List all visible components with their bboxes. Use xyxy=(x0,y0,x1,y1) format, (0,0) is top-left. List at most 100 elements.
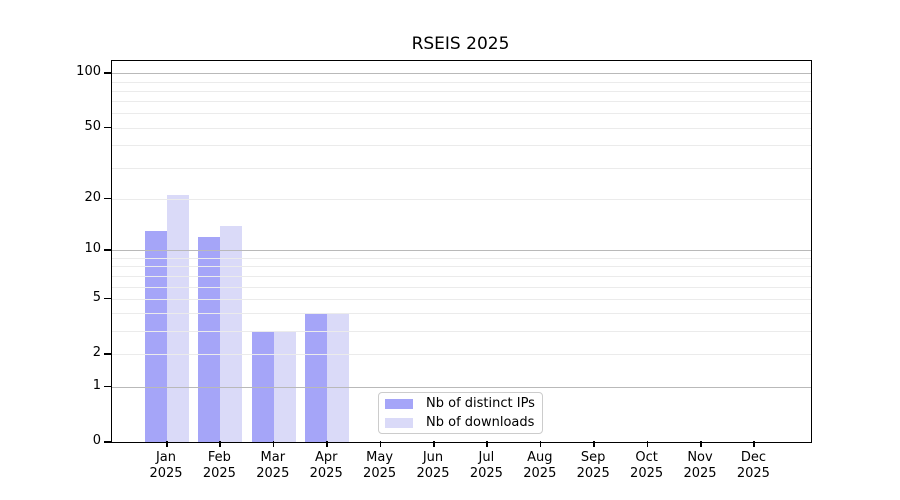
y-tick-label: 10 xyxy=(84,241,101,257)
x-tick-label-jul: Jul 2025 xyxy=(454,450,518,482)
bar-downloads-jan xyxy=(167,194,189,442)
year-label: 2025 xyxy=(683,466,717,481)
gridline-6 xyxy=(112,286,811,288)
year-label: 2025 xyxy=(736,466,770,481)
chart-title: RSEIS 2025 xyxy=(411,34,510,54)
month-label: Feb xyxy=(207,450,231,465)
x-tick-mark xyxy=(272,441,275,447)
month-label: Jul xyxy=(478,450,495,465)
y-tick-mark xyxy=(104,197,111,200)
bar-distinct-ips-apr xyxy=(305,313,328,442)
x-tick-mark xyxy=(646,441,649,447)
legend-item-downloads: Nb of downloads xyxy=(379,415,542,430)
x-tick-mark xyxy=(326,441,328,447)
legend-item-distinct-ips: Nb of distinct IPs xyxy=(379,396,542,411)
legend-label: Nb of distinct IPs xyxy=(426,396,535,411)
year-label: 2025 xyxy=(416,466,450,481)
x-tick-label-dec: Dec 2025 xyxy=(721,450,785,482)
x-tick-label-jun: Jun 2025 xyxy=(401,450,465,482)
x-tick-label-aug: Aug 2025 xyxy=(508,450,572,482)
year-label: 2025 xyxy=(149,466,183,481)
x-tick-mark xyxy=(593,441,595,447)
x-tick-mark xyxy=(219,441,221,447)
gridline-5 xyxy=(112,298,811,300)
gridline-2 xyxy=(112,354,811,356)
legend: Nb of distinct IPs Nb of downloads xyxy=(378,392,543,434)
month-label: Sep xyxy=(580,450,606,465)
y-tick-mark xyxy=(104,385,111,388)
bar-downloads-feb xyxy=(220,225,243,442)
y-tick-label: 0 xyxy=(92,433,101,448)
downloads-swatch xyxy=(385,417,413,428)
y-tick-mark xyxy=(104,353,111,355)
month-label: Apr xyxy=(314,450,338,465)
x-tick-label-oct: Oct 2025 xyxy=(615,450,679,482)
month-label: Oct xyxy=(635,450,658,465)
x-tick-label-mar: Mar 2025 xyxy=(241,450,305,482)
y-tick-label: 1 xyxy=(92,377,101,393)
legend-label: Nb of downloads xyxy=(426,415,535,430)
year-label: 2025 xyxy=(469,466,503,481)
distinct-ips-swatch xyxy=(385,398,413,409)
gridline-3 xyxy=(112,331,811,333)
gridline-7 xyxy=(112,275,811,277)
month-label: Dec xyxy=(740,450,766,465)
y-tick-label: 50 xyxy=(84,118,101,134)
gridline-90 xyxy=(112,81,811,83)
plot-area xyxy=(111,60,812,443)
x-tick-label-jan: Jan 2025 xyxy=(134,450,198,482)
gridline-4 xyxy=(112,313,811,315)
y-tick-mark xyxy=(104,441,111,443)
y-tick-mark xyxy=(104,126,111,129)
y-tick-label: 5 xyxy=(92,289,101,305)
x-tick-mark xyxy=(700,441,702,447)
bar-downloads-mar xyxy=(273,331,296,442)
y-tick-mark xyxy=(104,249,111,251)
year-label: 2025 xyxy=(256,466,290,481)
y-tick-label: 20 xyxy=(84,189,101,205)
x-tick-label-apr: Apr 2025 xyxy=(294,450,358,482)
year-label: 2025 xyxy=(363,466,397,481)
x-tick-mark xyxy=(433,441,435,447)
year-label: 2025 xyxy=(202,466,236,481)
gridline-9 xyxy=(112,258,811,259)
gridline-1 xyxy=(112,386,811,388)
year-label: 2025 xyxy=(309,466,343,481)
gridline-70 xyxy=(112,101,811,103)
bar-downloads-apr xyxy=(327,313,350,442)
month-label: Nov xyxy=(687,450,713,465)
bar-distinct-ips-feb xyxy=(198,237,221,442)
x-tick-mark xyxy=(379,441,382,447)
x-tick-label-feb: Feb 2025 xyxy=(187,450,251,482)
month-label: Mar xyxy=(260,450,286,465)
y-tick-label: 2 xyxy=(92,345,101,361)
gridline-10 xyxy=(112,250,811,252)
x-tick-mark xyxy=(486,441,488,447)
x-tick-mark xyxy=(539,441,542,447)
month-label: May xyxy=(366,450,394,465)
year-label: 2025 xyxy=(523,466,557,481)
x-tick-mark xyxy=(753,441,755,447)
bar-distinct-ips-mar xyxy=(251,331,274,442)
month-label: Jun xyxy=(422,450,444,465)
gridline-40 xyxy=(112,145,811,147)
x-tick-mark xyxy=(166,441,168,447)
gridline-30 xyxy=(112,167,811,169)
x-tick-label-may: May 2025 xyxy=(348,450,412,482)
x-tick-label-sep: Sep 2025 xyxy=(561,450,625,482)
year-label: 2025 xyxy=(630,466,664,481)
month-label: Jan xyxy=(155,450,177,465)
month-label: Aug xyxy=(527,450,553,465)
x-tick-label-nov: Nov 2025 xyxy=(668,450,732,482)
gridline-80 xyxy=(112,90,811,92)
gridline-8 xyxy=(112,266,811,268)
y-tick-mark xyxy=(104,297,111,300)
gridline-100 xyxy=(112,73,811,75)
bar-distinct-ips-jan xyxy=(145,231,167,442)
gridline-60 xyxy=(112,113,811,115)
y-tick-mark xyxy=(104,72,111,74)
gridline-50 xyxy=(112,127,811,129)
y-tick-label: 100 xyxy=(76,64,101,80)
year-label: 2025 xyxy=(576,466,610,481)
